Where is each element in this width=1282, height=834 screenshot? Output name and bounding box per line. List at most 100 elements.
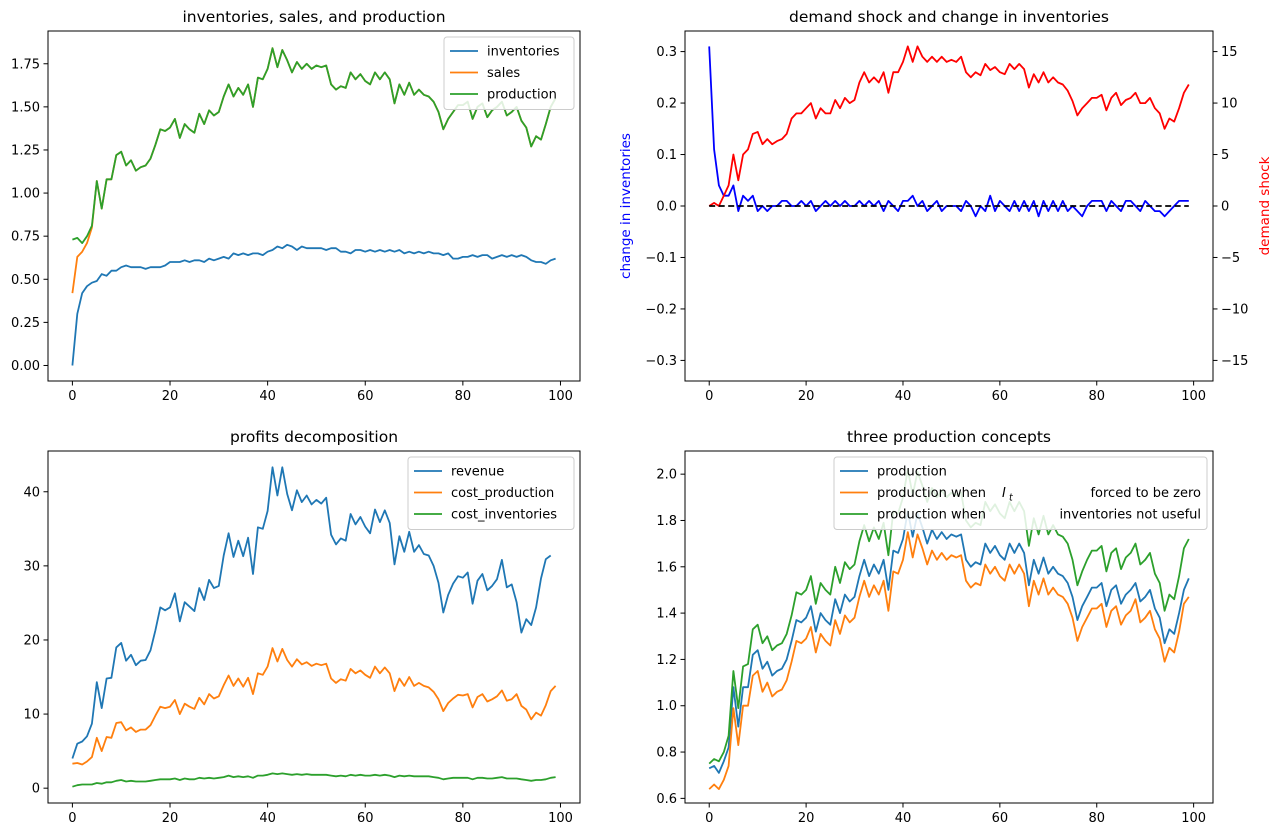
series-group — [708, 45, 1190, 218]
y2-tick-label: 5 — [1221, 148, 1229, 163]
series-line-revenue — [71, 466, 552, 759]
y-tick-label: 0 — [32, 782, 40, 797]
y-tick-label: 0.2 — [656, 97, 677, 112]
y-tick-label: 0.25 — [11, 316, 40, 331]
y-tick-label: 30 — [23, 559, 40, 574]
y-tick-label: 1.25 — [11, 143, 40, 158]
y-tick-label: 0.0 — [656, 200, 677, 215]
legend-box — [407, 456, 575, 530]
x-tick-label: 0 — [68, 389, 76, 404]
y-tick-label: 1.00 — [11, 187, 40, 202]
series-line-production — [72, 47, 557, 245]
y-tick-label: 1.8 — [656, 514, 677, 529]
y-tick-label: 10 — [23, 708, 40, 723]
series-line-production — [708, 510, 1190, 774]
y-tick-label: −0.3 — [645, 354, 677, 369]
chart-panel-1: inventories, sales, and production 0 20 40 6… — [11, 8, 581, 404]
y-tick-label: 20 — [23, 633, 40, 648]
chart-title: inventories, sales, and production — [182, 8, 445, 26]
x-tick-label: 40 — [259, 389, 276, 404]
legend-label-suffix: forced to be zero — [1090, 486, 1201, 501]
legend-label: production — [877, 465, 947, 480]
chart-title: three production concepts — [847, 428, 1051, 446]
legend-label: revenue — [451, 465, 504, 480]
legend-label: production when — [877, 508, 986, 523]
legend-label: cost_inventories — [451, 508, 557, 523]
y2-tick-label: 10 — [1221, 97, 1238, 112]
y-tick-label: 1.50 — [11, 100, 40, 115]
series-group — [71, 466, 557, 788]
legend-label: cost_production — [451, 486, 554, 501]
y2-tick-label: −15 — [1221, 354, 1248, 369]
legend-label: inventories — [487, 45, 560, 60]
x-tick-label: 60 — [357, 811, 374, 826]
y-tick-label: 0.3 — [656, 45, 677, 60]
x-tick-label: 100 — [1181, 811, 1206, 826]
y2-tick-label: −10 — [1221, 302, 1248, 317]
x-tick-label: 20 — [798, 811, 815, 826]
x-tick-label: 0 — [705, 811, 713, 826]
series-line-production-when-it-forced-to-be-zero — [708, 531, 1190, 790]
plot-frame — [684, 30, 1214, 382]
chart-panel-2: demand shock and change in inventories 0 2… — [618, 8, 1273, 404]
plot-frame — [47, 30, 581, 382]
series-line-cost-inventories — [72, 772, 556, 788]
x-tick-label: 20 — [798, 389, 815, 404]
y-tick-label: 1.2 — [656, 653, 677, 668]
y-tick-label: 0.00 — [11, 359, 40, 374]
x-tick-label: 80 — [1088, 811, 1105, 826]
x-tick-label: 80 — [1088, 389, 1105, 404]
x-tick-label: 40 — [895, 389, 912, 404]
y-tick-label: 40 — [23, 485, 40, 500]
y-tick-label: −0.2 — [645, 302, 677, 317]
x-tick-label: 100 — [548, 811, 573, 826]
legend-box — [443, 36, 575, 110]
plot-frame — [684, 450, 1214, 804]
x-tick-label: 20 — [162, 811, 179, 826]
x-tick-label: 40 — [259, 811, 276, 826]
x-tick-label: 40 — [895, 811, 912, 826]
x-tick-label: 0 — [68, 811, 76, 826]
chart-panel-4: three production concepts 0 20 40 60 80 100 0.6… — [656, 428, 1214, 826]
x-tick-label: 60 — [992, 811, 1009, 826]
x-tick-label: 80 — [455, 811, 472, 826]
y-tick-label: 1.4 — [656, 607, 677, 622]
y-tick-label: −0.1 — [645, 251, 677, 266]
x-tick-label: 80 — [455, 389, 472, 404]
x-tick-label: 60 — [357, 389, 374, 404]
x-tick-label: 20 — [162, 389, 179, 404]
legend-math-symbol: I — [1002, 486, 1006, 501]
y-tick-label: 0.50 — [11, 273, 40, 288]
x-tick-label: 100 — [1181, 389, 1206, 404]
legend-label: production when — [877, 486, 986, 501]
y-tick-label: 1.6 — [656, 560, 677, 575]
y-tick-label: 0.6 — [656, 792, 677, 807]
y2-axis-label: demand shock — [1257, 156, 1273, 255]
x-tick-label: 0 — [705, 389, 713, 404]
legend-label-suffix: inventories not useful — [1059, 508, 1201, 523]
y-tick-label: 0.8 — [656, 746, 677, 761]
x-tick-label: 100 — [548, 389, 573, 404]
chart-title: demand shock and change in inventories — [789, 8, 1109, 26]
y-tick-label: 0.75 — [11, 230, 40, 245]
y-tick-label: 1.0 — [656, 699, 677, 714]
y-tick-label: 2.0 — [656, 468, 677, 483]
y2-tick-label: 15 — [1221, 45, 1238, 60]
series-line-change-in-inventories — [708, 46, 1189, 218]
series-group — [71, 47, 557, 366]
series-line-cost-production — [72, 647, 557, 766]
plot-frame — [47, 450, 581, 804]
y-tick-label: 0.1 — [656, 148, 677, 163]
legend-label: sales — [487, 66, 520, 81]
x-tick-label: 60 — [992, 389, 1009, 404]
y2-tick-label: 0 — [1221, 200, 1229, 215]
legend-label: production — [487, 88, 557, 103]
legend-box — [833, 456, 1208, 530]
chart-panel-3: profits decomposition 0 20 40 60 80 100 0 10 20 30… — [23, 428, 581, 826]
series-line-inventories — [71, 243, 556, 366]
series-line-demand-shock — [708, 45, 1190, 207]
legend-math-subscript: t — [1009, 493, 1014, 504]
y-axis-label: change in inventories — [618, 133, 634, 279]
y-tick-label: 1.75 — [11, 57, 40, 72]
